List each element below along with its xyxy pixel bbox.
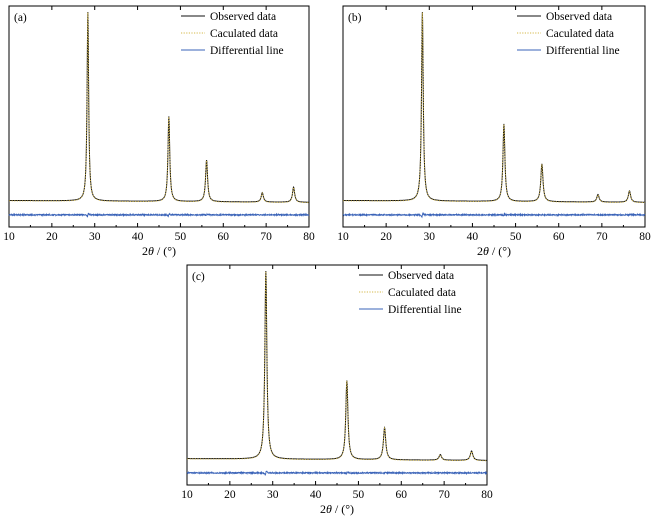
panel-label: (a) — [14, 12, 27, 24]
x-tick-label: 30 — [424, 231, 436, 243]
legend-entry: Observed data — [546, 11, 612, 23]
panel-label: (b) — [348, 12, 362, 24]
series-calculated-line — [9, 12, 309, 204]
chart-panel-a: 10 20 30 40 50 60 70 80 2θ / (°) (a) Observed data… — [3, 5, 315, 258]
legend-entry: Differential line — [546, 45, 620, 57]
x-tick-label: 30 — [89, 231, 101, 243]
x-tick-label: 70 — [260, 231, 272, 243]
x-tick-label: 20 — [380, 231, 392, 243]
x-tick-label: 10 — [181, 489, 193, 501]
legend-entry: Differential line — [210, 45, 284, 57]
legend: Observed data Caculated data Differential … — [359, 270, 462, 316]
legend: Observed data Caculated data Differential … — [181, 11, 284, 57]
legend-entry: Observed data — [388, 270, 454, 282]
x-tick-label: 80 — [639, 231, 651, 243]
x-tick-label: 70 — [596, 231, 608, 243]
legend-entry: Caculated data — [388, 287, 456, 299]
series-observed-line — [187, 270, 488, 461]
x-tick-label: 30 — [267, 489, 279, 501]
x-tick-label: 60 — [553, 231, 565, 243]
chart-panel-b: 10 20 30 40 50 60 70 80 2θ / (°) (b) Observed data… — [337, 5, 651, 258]
x-tick-label: 60 — [396, 489, 408, 501]
x-tick-label: 40 — [467, 231, 479, 243]
x-axis-title: 2θ / (°) — [142, 244, 176, 258]
x-tick-label: 80 — [481, 489, 493, 501]
series-calculated-line — [343, 12, 646, 204]
x-tick-label: 80 — [303, 231, 315, 243]
x-tick-label: 40 — [132, 231, 144, 243]
series-calculated-line — [187, 271, 488, 462]
x-tick-label: 10 — [3, 231, 15, 243]
legend-entry: Observed data — [210, 11, 276, 23]
series-differential-line — [342, 212, 646, 219]
series-differential-line — [186, 470, 488, 476]
x-tick-label: 50 — [510, 231, 522, 243]
x-tick-label: 20 — [224, 489, 236, 501]
x-tick-label: 60 — [218, 231, 230, 243]
x-axis-title: 2θ / (°) — [320, 502, 354, 516]
series-differential-line — [8, 212, 310, 218]
x-tick-label: 40 — [310, 489, 322, 501]
x-tick-label: 10 — [337, 231, 349, 243]
chart-panel-c: 10 20 30 40 50 60 70 80 2θ / (°) (c) Observed data… — [181, 264, 493, 516]
x-tick-label: 50 — [353, 489, 365, 501]
x-axis-title: 2θ / (°) — [477, 244, 511, 258]
x-tick-label: 20 — [46, 231, 58, 243]
legend: Observed data Caculated data Differential … — [517, 11, 620, 57]
legend-entry: Caculated data — [210, 28, 278, 40]
panel-label: (c) — [192, 271, 205, 283]
series-observed-line — [9, 11, 309, 203]
legend-entry: Caculated data — [546, 28, 614, 40]
series-observed-line — [343, 11, 646, 203]
legend-entry: Differential line — [388, 304, 462, 316]
x-tick-label: 70 — [438, 489, 450, 501]
x-tick-label: 50 — [175, 231, 187, 243]
